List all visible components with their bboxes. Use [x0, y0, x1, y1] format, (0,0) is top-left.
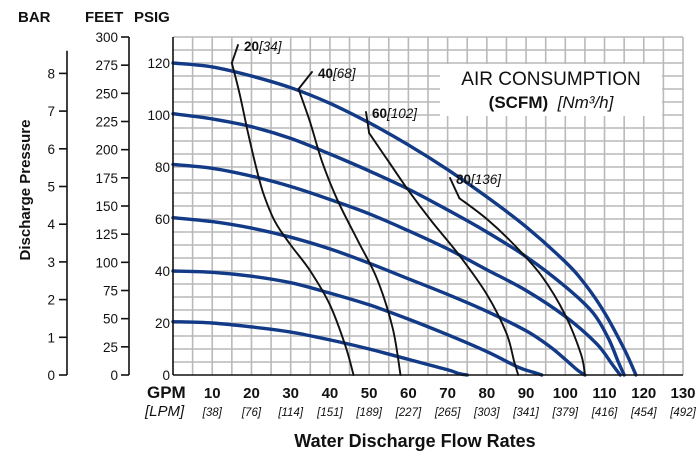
gpm-tick-label: 100: [553, 385, 578, 402]
feet-tick-label: 225: [95, 115, 118, 130]
x-axis-title: Water Discharge Flow Rates: [294, 431, 535, 451]
performance-curve-3: [171, 162, 622, 377]
feet-tick-label: 0: [110, 368, 118, 383]
air-consumption-legend-bg: [440, 64, 662, 116]
performance-curve-6: [171, 320, 469, 377]
air-consumption-curves: [230, 44, 586, 376]
psig-tick-label: 80: [155, 160, 170, 175]
air-label-40: 40[68]: [318, 66, 357, 81]
x-unit-gpm: GPM: [147, 383, 186, 402]
lpm-tick-label: [416]: [591, 407, 618, 419]
bar-header: BAR: [18, 9, 51, 26]
feet-tick-label: 150: [95, 199, 118, 214]
feet-tick-label: 125: [95, 227, 118, 242]
gpm-tick-label: 50: [361, 385, 378, 402]
performance-curve-2: [171, 112, 626, 377]
gpm-tick-label: 40: [322, 385, 339, 402]
lpm-tick-label: [379]: [552, 407, 579, 419]
bar-tick-label: 3: [47, 255, 55, 270]
psig-tick-label: 0: [162, 368, 170, 383]
feet-header: FEET: [85, 9, 123, 26]
lpm-tick-label: [341]: [512, 407, 539, 419]
psig-tick-label: 40: [155, 264, 170, 279]
psig-header: PSIG: [134, 9, 170, 26]
psig-tick-label: 20: [155, 316, 170, 331]
feet-tick-label: 75: [103, 284, 118, 299]
air-label-leader-4: [449, 177, 461, 200]
bar-tick-label: 5: [47, 180, 55, 195]
performance-curve-1: [171, 61, 638, 377]
feet-tick-label: 50: [103, 312, 118, 327]
air-label-leader-3: [365, 111, 371, 135]
bar-tick-label: 0: [47, 368, 55, 383]
air-consumption-units: (SCFM) [Nm³/h]: [489, 93, 615, 112]
lpm-tick-label: [492]: [669, 407, 696, 419]
gpm-tick-label: 130: [670, 385, 695, 402]
x-unit-lpm: [LPM]: [144, 403, 185, 420]
bar-tick-label: 4: [47, 217, 55, 232]
performance-curve-4: [171, 216, 587, 377]
psig-tick-label: 100: [147, 108, 170, 123]
air-curve-1: [230, 62, 355, 376]
gpm-tick-label: 80: [479, 385, 496, 402]
lpm-tick-label: [227]: [395, 407, 422, 419]
lpm-tick-label: [189]: [355, 407, 382, 419]
air-label-leader-2: [297, 71, 313, 90]
psig-tick-label: 60: [155, 212, 170, 227]
bar-tick-label: 7: [47, 104, 55, 119]
bar-tick-label: 1: [47, 330, 55, 345]
air-curve-4: [458, 197, 586, 376]
psig-tick-label: 120: [147, 56, 170, 71]
lpm-tick-label: [76]: [241, 407, 262, 419]
bar-tick-label: 6: [47, 142, 55, 157]
air-label-60: 60[102]: [372, 106, 418, 121]
gpm-tick-label: 120: [631, 385, 656, 402]
gpm-tick-label: 20: [243, 385, 260, 402]
feet-tick-label: 100: [95, 255, 118, 270]
bar-tick-label: 8: [47, 66, 55, 81]
gpm-tick-label: 90: [518, 385, 535, 402]
air-consumption-label: AIR CONSUMPTION: [461, 69, 640, 90]
lpm-tick-label: [265]: [434, 407, 461, 419]
axes: 0204060801001200255075100125150175200225…: [47, 30, 696, 419]
scfm-unit: (SCFM): [489, 93, 548, 112]
air-label-80: 80[136]: [456, 172, 502, 187]
lpm-tick-label: [38]: [202, 407, 223, 419]
gpm-tick-label: 30: [282, 385, 299, 402]
air-curve-2: [297, 88, 402, 376]
bar-tick-label: 2: [47, 293, 55, 308]
feet-tick-label: 275: [95, 58, 118, 73]
feet-tick-label: 250: [95, 86, 118, 101]
nm3h-unit: [Nm³/h]: [557, 93, 615, 112]
air-label-20: 20[34]: [244, 39, 283, 54]
gpm-tick-label: 60: [400, 385, 417, 402]
feet-tick-label: 300: [95, 30, 118, 45]
gpm-tick-label: 10: [204, 385, 221, 402]
gpm-tick-label: 110: [592, 385, 616, 402]
air-label-leader-1: [230, 44, 239, 64]
lpm-tick-label: [303]: [473, 407, 500, 419]
feet-tick-label: 200: [95, 143, 118, 158]
lpm-tick-label: [151]: [316, 407, 343, 419]
lpm-tick-label: [114]: [277, 407, 304, 419]
y-axis-title: Discharge Pressure: [17, 120, 34, 261]
air-curve-3: [368, 132, 520, 376]
lpm-tick-label: [454]: [630, 407, 657, 419]
feet-tick-label: 175: [95, 171, 118, 186]
gpm-tick-label: 70: [439, 385, 456, 402]
feet-tick-label: 25: [103, 340, 118, 355]
